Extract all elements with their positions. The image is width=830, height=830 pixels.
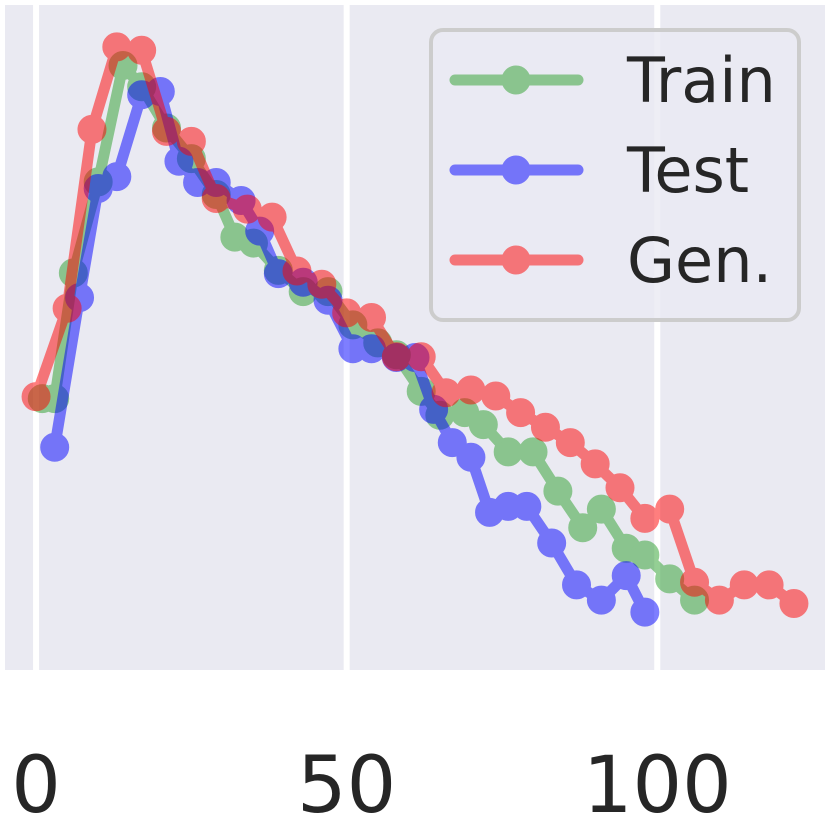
series-point-gen: [282, 256, 312, 286]
series-point-test: [102, 162, 132, 192]
series-point-test: [611, 561, 641, 591]
series-point-gen: [332, 298, 362, 328]
series-point-test: [562, 570, 592, 600]
series-point-train: [543, 476, 573, 506]
series-point-gen: [704, 585, 734, 615]
series-point-test: [437, 428, 467, 458]
series-point-test: [586, 585, 616, 615]
series-point-train: [655, 564, 685, 594]
legend-marker-train: [449, 65, 584, 95]
series-point-gen: [152, 116, 182, 146]
series-point-gen: [357, 303, 387, 333]
legend-point-gen: [501, 245, 531, 275]
series-point-gen: [52, 293, 82, 323]
series-point-test: [630, 597, 660, 627]
series-layer: [21, 32, 809, 627]
series-point-gen: [257, 202, 287, 232]
series-point-gen: [307, 269, 337, 299]
series-point-train: [568, 513, 598, 543]
series-point-gen: [456, 375, 486, 405]
legend: Train Test Gen.: [429, 28, 801, 322]
series-point-gen: [201, 184, 231, 214]
legend-point-test: [501, 155, 531, 185]
series-point-gen: [530, 412, 560, 442]
legend-marker-gen: [449, 245, 584, 275]
series-point-gen: [102, 32, 132, 62]
legend-point-train: [501, 65, 531, 95]
series-point-gen: [630, 503, 660, 533]
x-tick-label-50: 50: [297, 741, 396, 830]
series-point-train: [630, 540, 660, 570]
series-point-test: [40, 432, 70, 462]
series-point-gen: [127, 35, 157, 65]
series-point-gen: [21, 382, 51, 412]
series-point-test: [537, 528, 567, 558]
series-point-gen: [481, 381, 511, 411]
series-point-test: [456, 442, 486, 472]
legend-label-test: Test: [626, 134, 749, 207]
x-tick-label-100: 100: [583, 741, 732, 830]
series-point-test: [512, 491, 542, 521]
series-gen: [21, 32, 809, 618]
series-point-gen: [729, 570, 759, 600]
series-point-gen: [431, 378, 461, 408]
series-point-gen: [754, 570, 784, 600]
series-point-gen: [506, 398, 536, 428]
legend-marker-test: [449, 155, 584, 185]
series-point-gen: [605, 473, 635, 503]
x-tick-label-0: 0: [11, 741, 61, 830]
series-point-train: [468, 410, 498, 440]
series-point-train: [518, 437, 548, 467]
legend-label-gen: Gen.: [627, 224, 772, 297]
series-point-gen: [555, 428, 585, 458]
x-tick-labels: 0 50 100: [11, 741, 731, 830]
series-point-train: [493, 437, 523, 467]
legend-label-train: Train: [626, 44, 776, 117]
series-point-train: [586, 494, 616, 524]
series-point-gen: [232, 194, 262, 224]
series-point-gen: [77, 114, 107, 144]
series-point-gen: [406, 342, 436, 372]
series-point-gen: [680, 567, 710, 597]
series-point-gen: [381, 342, 411, 372]
series-point-gen: [655, 494, 685, 524]
series-point-gen: [580, 449, 610, 479]
series-point-gen: [176, 126, 206, 156]
series-point-gen: [779, 589, 809, 618]
